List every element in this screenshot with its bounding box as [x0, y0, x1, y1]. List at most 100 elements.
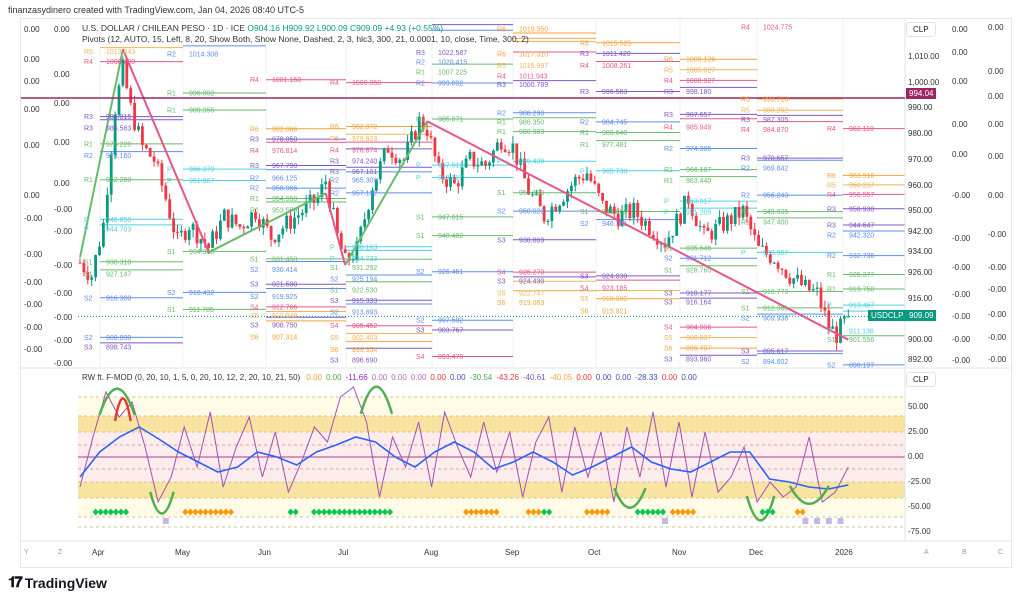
signal-diamond — [187, 508, 194, 516]
pivot-level-label: R1 — [497, 129, 506, 136]
pivot-level-label: R3 — [416, 50, 425, 57]
candle-body — [445, 179, 448, 187]
candle-body — [363, 219, 367, 227]
pivot-level-label: S2 — [167, 290, 176, 297]
pivot-level-label: S3 — [664, 300, 673, 307]
signal-diamond — [92, 508, 99, 516]
tradingview-logo[interactable]: 𝟏𝟕 TradingView — [8, 574, 107, 591]
pivot-level-label: S1 — [250, 256, 259, 263]
pivot-level-label: R4 — [827, 192, 836, 199]
pivot-value-label: 1005.027 — [686, 67, 715, 74]
signal-diamond — [669, 508, 676, 516]
osc-tick: -25.00 — [908, 477, 931, 486]
pivot-value-label: 986.815 — [106, 114, 131, 121]
candle-body — [589, 173, 593, 182]
corner-button[interactable]: C — [998, 549, 1004, 556]
pivot-value-label: 1007.225 — [438, 70, 467, 77]
candle-body — [382, 148, 386, 162]
candle-body — [729, 215, 733, 225]
indicator-legend[interactable]: RW ft. F-MOD (0, 20, 10, 1, 5, 0, 20, 10… — [82, 373, 697, 382]
candle-body — [495, 142, 499, 151]
candle-body — [675, 213, 679, 236]
candle-body — [234, 214, 238, 225]
signal-square — [662, 518, 668, 524]
price-currency-button[interactable]: CLP — [906, 22, 936, 37]
pivot-value-label: 922.530 — [352, 287, 377, 294]
candle-body — [273, 239, 277, 243]
left-scale-tick: 0.00 — [54, 25, 70, 34]
pivot-level-label: R5 — [664, 67, 673, 74]
right-scale-tick: 0.00 — [952, 120, 968, 129]
pivot-level-label: R3 — [741, 117, 750, 124]
pivot-value-label: 965.738 — [602, 168, 627, 175]
pivot-level-label: R1 — [580, 130, 589, 137]
pivot-value-label: 919.925 — [272, 294, 297, 301]
indicator-value: 0.00 — [430, 373, 446, 382]
pivot-level-label: S2 — [330, 309, 339, 316]
candle-body — [371, 190, 374, 211]
right-scale-tick: -0.00 — [952, 263, 971, 272]
pivot-value-label: 901.556 — [849, 337, 874, 344]
pivot-value-label: 963.117 — [438, 175, 463, 182]
candle-body — [300, 212, 304, 216]
indicator-title[interactable]: RW ft. F-MOD (0, 20, 10, 1, 5, 0, 20, 10… — [82, 373, 301, 382]
pivot-level-label: R2 — [580, 119, 589, 126]
candle-body — [324, 181, 328, 185]
pivot-level-label: S5 — [250, 313, 259, 320]
pivot-value-label: 927.147 — [106, 271, 131, 278]
osc-blue-line — [79, 426, 849, 490]
signal-diamond — [112, 508, 119, 516]
pivot-value-label: 896.707 — [686, 346, 711, 353]
pivots-legend[interactable]: Pivots (12, AUTO, 15, Left, 8, 20, Show … — [82, 34, 529, 44]
symbol-legend[interactable]: U.S. DOLLAR / CHILEAN PESO · 1D · ICE O9… — [82, 23, 443, 33]
corner-button[interactable]: Y — [24, 549, 29, 556]
pivot-value-label: 973.160 — [106, 153, 131, 160]
osc-tick: -75.00 — [908, 527, 931, 536]
corner-button[interactable]: A — [924, 549, 929, 556]
candle-body — [164, 185, 168, 200]
time-tick: Oct — [588, 548, 601, 557]
pivot-level-label: S2 — [741, 316, 750, 323]
candle-body — [82, 262, 86, 273]
pivot-value-label: 989.355 — [189, 108, 214, 115]
pivot-value-label: 980.983 — [519, 129, 544, 136]
corner-button[interactable]: B — [962, 549, 967, 556]
pivot-level-label: R4 — [741, 127, 750, 134]
pivot-level-label: P — [416, 175, 421, 182]
left-scale-tick: 0.00 — [24, 105, 40, 114]
candle-body — [375, 179, 378, 191]
pivot-value-label: 1008.261 — [602, 63, 631, 70]
candle-body — [597, 183, 601, 194]
pivot-value-label: 961.967 — [189, 178, 214, 185]
candle-body — [152, 156, 156, 162]
candle-body — [726, 215, 729, 231]
signal-diamond — [227, 508, 234, 516]
symbol-title[interactable]: U.S. DOLLAR / CHILEAN PESO · 1D · ICE — [82, 23, 245, 33]
pivot-value-label: 947.815 — [438, 214, 463, 221]
pivot-level-label: S2 — [416, 318, 425, 325]
signal-diamond — [331, 508, 338, 516]
candle-body — [546, 220, 550, 222]
pivot-level-label: R1 — [416, 117, 425, 124]
pivot-value-label: 893.470 — [438, 354, 463, 361]
pivot-value-label: 985.563 — [106, 125, 131, 132]
pivot-level-label: S3 — [416, 328, 425, 335]
indicator-currency-button[interactable]: CLP — [906, 372, 936, 387]
candle-body — [683, 195, 686, 224]
corner-button[interactable]: Z — [58, 549, 63, 556]
pivot-value-label: 962.260 — [106, 177, 131, 184]
indicator-value: 0.00 — [326, 373, 342, 382]
right-scale-tick: -0.00 — [988, 355, 1007, 364]
candle-body — [359, 226, 363, 242]
right-scale-tick: 0.00 — [988, 191, 1004, 200]
pivot-value-label: 930.414 — [272, 267, 297, 274]
pivot-value-label: 924.430 — [519, 278, 544, 285]
signal-diamond — [679, 508, 686, 516]
candle-body — [429, 135, 433, 138]
pivot-value-label: 958.966 — [272, 186, 297, 193]
signal-diamond — [473, 508, 480, 516]
pivot-level-label: S1 — [741, 305, 750, 312]
signal-diamond — [599, 508, 606, 516]
candle-body — [117, 85, 121, 115]
